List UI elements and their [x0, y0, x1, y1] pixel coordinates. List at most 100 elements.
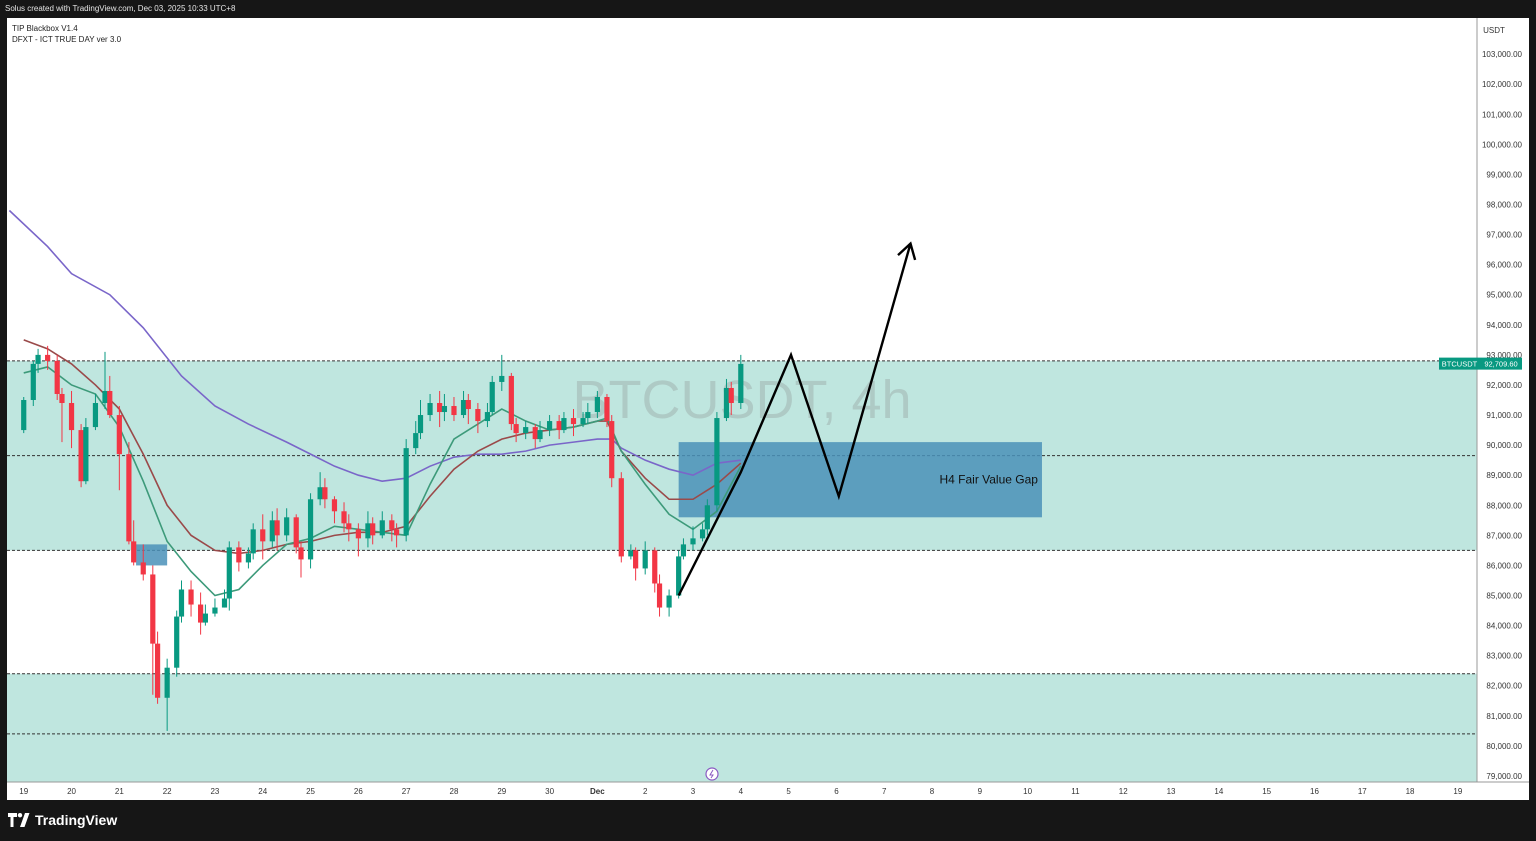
candle-body	[54, 360, 60, 394]
candle-0	[21, 396, 27, 434]
candle-body	[198, 604, 204, 623]
candle-60	[499, 354, 505, 391]
candle-41	[346, 514, 352, 542]
price-tick-11: 92,000.00	[1486, 381, 1522, 390]
candle-body	[178, 589, 185, 617]
candle-body	[546, 421, 553, 431]
time-tick-27: 16	[1310, 787, 1319, 796]
candle-57	[475, 403, 481, 434]
candle-body	[723, 387, 730, 419]
time-tick-18: 7	[882, 787, 887, 796]
candle-35	[298, 541, 304, 578]
candle-88	[723, 378, 730, 422]
candle-body	[92, 403, 99, 428]
candle-29	[250, 523, 256, 560]
candle-9	[92, 393, 99, 431]
candle-50	[417, 400, 424, 440]
candle-body	[365, 523, 371, 539]
candle-11	[107, 375, 113, 419]
candle-33	[284, 508, 290, 542]
candle-3	[45, 345, 51, 370]
event-marker-bolt	[709, 769, 714, 779]
candle-body	[656, 583, 663, 608]
time-tick-22: 11	[1071, 787, 1080, 796]
candle-49	[413, 421, 419, 455]
price-tick-7: 96,000.00	[1486, 261, 1522, 270]
time-tick-24: 13	[1167, 787, 1176, 796]
candle-21	[188, 580, 194, 617]
candle-39	[331, 496, 338, 524]
candle-48	[403, 439, 409, 542]
candle-body	[226, 547, 232, 599]
price-tick-0: 103,000.00	[1482, 50, 1523, 59]
time-tick-19: 8	[930, 787, 935, 796]
candle-body	[274, 520, 280, 536]
candle-83	[680, 538, 687, 560]
candle-8	[83, 418, 89, 485]
candle-body	[221, 598, 228, 608]
candle-body	[102, 390, 108, 404]
candle-body	[164, 667, 170, 698]
candle-body	[107, 390, 113, 416]
candle-89	[728, 381, 734, 416]
candle-body	[379, 520, 385, 536]
candle-61	[508, 372, 514, 431]
candle-body	[728, 387, 734, 404]
candle-30	[260, 514, 266, 560]
price-tick-9: 94,000.00	[1486, 321, 1522, 330]
candle-body	[21, 400, 27, 431]
candle-body	[140, 562, 146, 575]
candle-body	[370, 523, 376, 536]
event-marker-circle	[705, 767, 719, 781]
candle-body	[317, 487, 323, 500]
candle-62	[513, 418, 519, 443]
candle-81	[666, 589, 672, 617]
candle-52	[437, 390, 443, 428]
candle-53	[441, 393, 448, 422]
candle-63	[523, 421, 529, 440]
candle-6	[68, 390, 75, 449]
candle-body	[307, 499, 314, 560]
price-tick-23: 80,000.00	[1486, 742, 1522, 751]
price-tick-2: 101,000.00	[1482, 110, 1523, 119]
candle-55	[460, 390, 467, 419]
candle-87	[714, 412, 720, 512]
time-tick-8: 27	[402, 787, 411, 796]
candle-56	[465, 393, 471, 425]
candle-body	[355, 529, 361, 539]
candle-19	[174, 610, 180, 677]
candle-59	[489, 375, 495, 416]
candle-37	[317, 472, 323, 506]
indicator-2: DFXT - ICT TRUE DAY ver 3.0	[12, 35, 122, 44]
candle-42	[355, 523, 361, 557]
candle-45	[379, 511, 385, 539]
candle-76	[628, 544, 634, 560]
candle-body	[293, 517, 299, 548]
liquidity-zone-1	[7, 673, 1477, 782]
event-marker-icon	[705, 767, 719, 781]
candle-body	[284, 517, 290, 536]
candle-34	[293, 514, 299, 554]
small-fvg-box	[136, 544, 168, 566]
candle-body	[513, 424, 519, 434]
time-tick-26: 15	[1262, 787, 1271, 796]
candle-64	[532, 424, 538, 449]
candle-body	[628, 550, 634, 557]
candle-38	[322, 478, 328, 509]
candle-body	[245, 553, 252, 563]
price-tick-6: 97,000.00	[1486, 231, 1522, 240]
candle-body	[188, 589, 194, 605]
candle-54	[451, 396, 457, 422]
candle-27	[236, 541, 242, 572]
candle-body	[738, 363, 744, 404]
candle-73	[604, 393, 610, 428]
candle-69	[570, 409, 577, 437]
time-axis-background	[7, 782, 1529, 800]
candle-71	[585, 403, 591, 425]
candle-68	[561, 412, 567, 434]
candle-body	[580, 418, 586, 425]
candle-body	[714, 418, 720, 506]
candle-body	[556, 421, 562, 431]
candle-36	[307, 493, 314, 569]
